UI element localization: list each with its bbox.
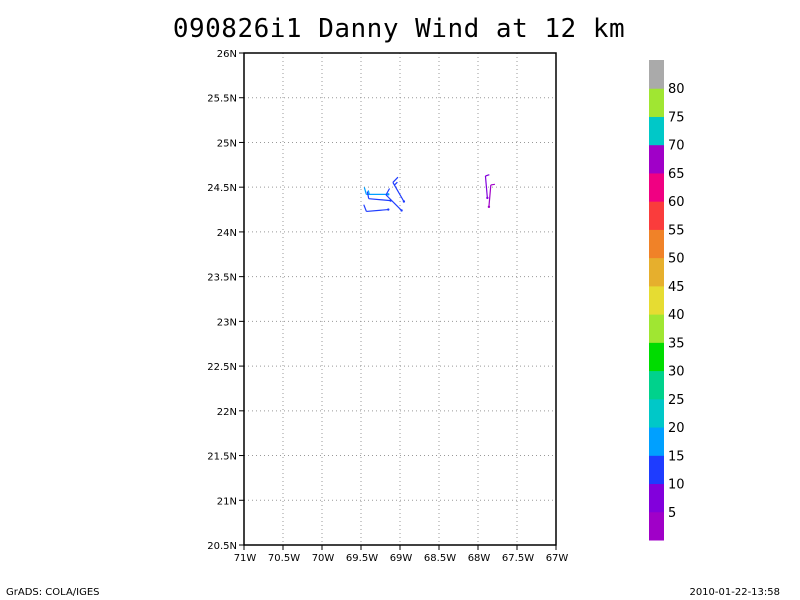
wind-barb [392,176,406,203]
colorbar-label: 50 [668,252,685,267]
colorbar-swatch [649,511,664,541]
wind-barb [385,188,403,212]
y-tick-label: 24.5N [207,183,237,194]
y-tick-label: 22N [217,407,237,418]
colorbar-swatch [649,342,664,372]
wind-barb [366,191,392,202]
x-axis: 71W 70.5W 70W 69.5W 69W 68.5W 68W 67.5W 67W [234,545,569,564]
wind-barbs [363,174,496,213]
x-tick-label: 67.5W [502,553,534,564]
colorbar-swatch [649,144,664,174]
colorbar-swatch [649,116,664,146]
y-tick-label: 24N [217,228,237,239]
y-tick-label: 22.5N [207,362,237,373]
colorbar-label: 60 [668,195,685,210]
colorbar-label: 5 [668,506,676,521]
grid [244,53,556,545]
colorbar-label: 40 [668,308,685,323]
wind-barb [363,204,390,213]
x-tick-label: 67W [546,553,569,564]
y-tick-label: 21.5N [207,452,237,463]
colorbar-swatch [649,427,664,456]
x-tick-label: 68.5W [424,553,456,564]
colorbar-swatch [649,483,664,513]
y-tick-label: 21N [217,496,237,507]
colorbar-swatch [649,60,664,89]
y-tick-label: 23.5N [207,273,237,284]
wind-barb [363,187,390,196]
y-tick-label: 23N [217,317,237,328]
y-tick-label: 25N [217,138,237,149]
x-tick-label: 68W [468,553,491,564]
colorbar-swatch [649,285,664,315]
colorbar-swatch [649,257,664,287]
y-tick-label: 20.5N [207,541,237,552]
colorbar-label: 45 [668,280,685,295]
colorbar-swatch [649,229,664,259]
colorbar-label: 55 [668,223,685,238]
footer-timestamp: 2010-01-22-13:58 [689,587,780,598]
colorbar-label: 35 [668,336,685,351]
chart-title: 090826i1 Danny Wind at 12 km [172,14,626,44]
y-tick-label: 25.5N [207,94,237,105]
x-tick-label: 69.5W [346,553,378,564]
colorbar-swatch [649,370,664,400]
colorbar-label: 80 [668,82,685,97]
y-tick-label: 26N [217,49,237,60]
colorbar-swatch [649,201,664,230]
colorbar-swatch [649,88,664,117]
colorbar-swatch [649,172,664,202]
colorbar-swatch [649,455,664,485]
colorbar-label: 30 [668,365,685,380]
colorbar-label: 15 [668,449,685,464]
colorbar-label: 10 [668,478,685,493]
colorbar-swatch [649,398,664,428]
colorbar-swatch [649,314,664,343]
wind-barb [487,183,496,209]
y-axis: 20.5N 21N 21.5N 22N 22.5N 23N 23.5N 24N 24.5N 25N… [207,49,244,552]
wind-barb [484,174,490,200]
colorbar: 5 10 15 20 25 30 35 40 45 50 55 60 65 70 75 80 [649,60,685,541]
colorbar-label: 25 [668,393,685,408]
plot-frame [243,52,557,546]
colorbar-label: 65 [668,167,685,182]
x-tick-label: 70W [312,553,335,564]
x-tick-label: 71W [234,553,257,564]
x-tick-label: 69W [390,553,413,564]
footer-credit: GrADS: COLA/IGES [6,587,100,598]
x-tick-label: 70.5W [268,553,300,564]
colorbar-label: 75 [668,110,685,125]
colorbar-label: 70 [668,139,685,154]
colorbar-label: 20 [668,421,685,436]
